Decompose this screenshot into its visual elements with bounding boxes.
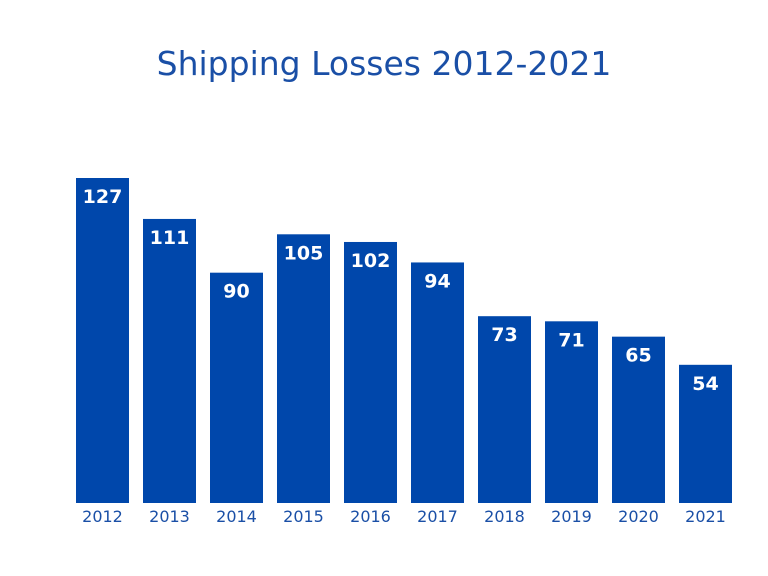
- bar-value-label-2015: 105: [284, 242, 324, 264]
- bar-value-label-2021: 54: [692, 373, 718, 395]
- bar-value-label-2014: 90: [223, 281, 249, 303]
- bar-value-label-2012: 127: [83, 186, 123, 208]
- x-tick-label-2021: 2021: [685, 507, 726, 526]
- bar-2019: [545, 321, 598, 503]
- x-tick-label-2016: 2016: [350, 507, 391, 526]
- bar-2015: [277, 234, 330, 504]
- bar-2021: [679, 364, 732, 503]
- bar-2018: [478, 316, 531, 503]
- x-tick-label-2012: 2012: [82, 507, 123, 526]
- x-tick-label-2014: 2014: [216, 507, 257, 526]
- x-tick-label-2019: 2019: [551, 507, 592, 526]
- bar-2016: [344, 241, 397, 503]
- bar-value-label-2016: 102: [351, 250, 391, 272]
- bar-value-label-2017: 94: [424, 270, 450, 292]
- bar-2020: [612, 336, 665, 503]
- bars: [76, 178, 732, 504]
- bar-2014: [210, 272, 263, 503]
- x-tick-label-2013: 2013: [149, 507, 190, 526]
- bar-value-label-2013: 111: [150, 227, 190, 249]
- x-tick-label-2015: 2015: [283, 507, 324, 526]
- data-labels: 127 111 90 105 102 94 73 71 65 54: [83, 186, 719, 395]
- x-tick-label-2018: 2018: [484, 507, 525, 526]
- x-tick-label-2017: 2017: [417, 507, 458, 526]
- bar-value-label-2018: 73: [491, 324, 517, 346]
- bar-2013: [143, 218, 196, 503]
- bar-value-label-2020: 65: [625, 345, 651, 367]
- x-tick-label-2020: 2020: [618, 507, 659, 526]
- bar-2017: [411, 262, 464, 503]
- x-axis-tick-labels: 2012 2013 2014 2015 2016 2017 2018 2019 2020 2021: [82, 507, 726, 526]
- chart-title: Shipping Losses 2012-2021: [156, 44, 612, 83]
- bar-2012: [76, 178, 129, 503]
- bar-value-label-2019: 71: [558, 329, 584, 351]
